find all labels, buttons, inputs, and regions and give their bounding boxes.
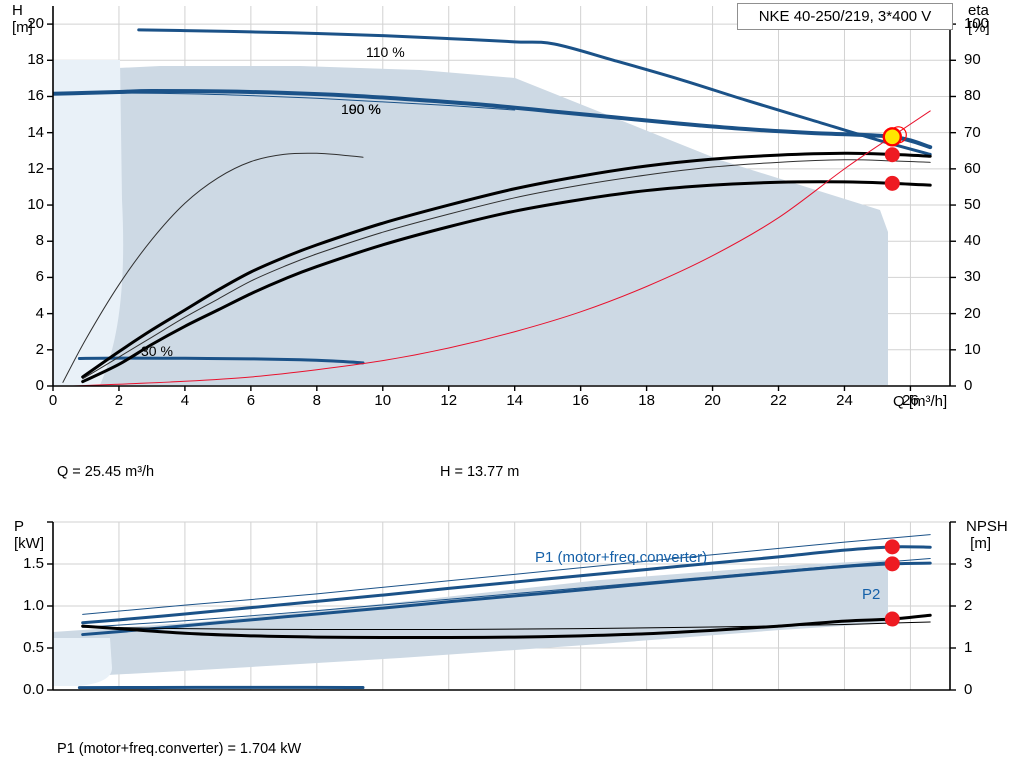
curve-h-100- bbox=[53, 89, 933, 150]
lower-marker-3[interactable] bbox=[884, 611, 900, 627]
curve-h-30- bbox=[77, 356, 365, 365]
pump-model-title-box: NKE 40-250/219, 3*400 V bbox=[737, 3, 953, 30]
lower-y-tick-0.5: 0.5 bbox=[23, 639, 44, 656]
upper-x-tick-24: 24 bbox=[836, 392, 853, 409]
lower-curve-npsh-thin bbox=[82, 621, 931, 631]
upper-curves-group bbox=[53, 28, 933, 386]
upper-x-tick-0: 0 bbox=[48, 392, 58, 409]
lower-y2-tick-1: 1 bbox=[964, 639, 973, 656]
upper-y2-tick-0: 0 bbox=[964, 377, 973, 394]
lower-curve-p1-motor-freq-converter- bbox=[81, 545, 932, 625]
upper-y2-tick-50: 50 bbox=[964, 196, 981, 214]
upper-y2-tick-80: 80 bbox=[964, 87, 981, 105]
upper-x-tick-14: 14 bbox=[506, 392, 524, 409]
lower-right-axis-title: NPSH [m] bbox=[966, 518, 1008, 552]
curve-eta-pump bbox=[81, 151, 932, 379]
upper-y2-tick-10: 10 bbox=[964, 340, 981, 358]
lower-y2-tick-3: 3 bbox=[964, 555, 973, 572]
upper-y-tick-14: 14 bbox=[27, 123, 44, 141]
pump-model-label: NKE 40-250/219, 3*400 V bbox=[758, 8, 932, 25]
upper-envelope bbox=[53, 60, 888, 385]
lower-curve-npsh bbox=[81, 613, 932, 640]
lower-markers-group bbox=[884, 539, 900, 627]
upper-axes bbox=[52, 6, 951, 387]
curve-label-90: 90 % bbox=[349, 101, 381, 117]
lower-marker-2[interactable] bbox=[884, 556, 900, 572]
upper-y-tick-10: 10 bbox=[27, 196, 44, 214]
upper-x-tick-20: 20 bbox=[704, 392, 721, 409]
upper-y2-tick-70: 70 bbox=[964, 123, 981, 141]
duty-info-left-line-1: Q = 25.45 m³/h bbox=[57, 464, 155, 480]
duty-info-right-line-1: H = 13.77 m bbox=[440, 464, 520, 480]
upper-y-tick-12: 12 bbox=[27, 159, 44, 177]
upper-y2-tick-100: 100 bbox=[964, 15, 990, 33]
lower-curve-p1-envelope-upper bbox=[82, 534, 931, 615]
upper-x-tick-26: 26 bbox=[902, 392, 919, 409]
power-info-line-1: P1 (motor+freq.converter) = 1.704 kW bbox=[57, 741, 302, 757]
lower-y-tick-1.5: 1.5 bbox=[23, 555, 44, 572]
lower-y-tick-0.0: 0.0 bbox=[23, 681, 44, 698]
upper-y-tick-0: 0 bbox=[35, 377, 44, 394]
upper-x-tick-10: 10 bbox=[374, 392, 392, 409]
upper-y2-tick-20: 20 bbox=[964, 304, 981, 322]
lower-marker-1[interactable] bbox=[884, 539, 900, 555]
lower-curve-p2 bbox=[81, 561, 932, 637]
upper-x-tick-6: 6 bbox=[246, 392, 256, 409]
upper-y-tick-16: 16 bbox=[27, 87, 44, 105]
lower-y2-tick-2: 2 bbox=[964, 597, 973, 614]
upper-y-tick-2: 2 bbox=[35, 340, 44, 358]
upper-y-tick-20: 20 bbox=[27, 15, 44, 33]
upper-x-tick-8: 8 bbox=[312, 392, 321, 409]
upper-y2-tick-40: 40 bbox=[964, 232, 981, 250]
lower-y-tick-1.0: 1.0 bbox=[23, 597, 44, 614]
lower-left-axis-title: P [kW] bbox=[14, 518, 44, 552]
upper-y-tick-6: 6 bbox=[35, 268, 44, 286]
curve-eta-thin-variant bbox=[82, 159, 931, 380]
curve-eta-30-branch bbox=[62, 152, 364, 383]
series-label-p1: P1 (motor+freq.converter) bbox=[535, 549, 708, 566]
series-label-p2: P2 bbox=[862, 586, 881, 603]
curve-eta-pump-motor-fc bbox=[81, 180, 932, 384]
upper-markers-group bbox=[882, 126, 907, 191]
upper-x-tick-4: 4 bbox=[180, 392, 190, 409]
upper-x-tick-2: 2 bbox=[114, 392, 124, 409]
upper-x-tick-22: 22 bbox=[770, 392, 787, 409]
upper-y2-tick-90: 90 bbox=[964, 51, 981, 69]
upper-y-tick-8: 8 bbox=[35, 232, 44, 250]
lower-ticks bbox=[47, 521, 956, 691]
upper-marker-1[interactable] bbox=[884, 147, 900, 163]
curve-npsh bbox=[72, 110, 931, 386]
power-npsh-chart bbox=[47, 521, 956, 691]
lower-curve-p2-thin bbox=[82, 558, 931, 628]
lower-y2-tick-0: 0 bbox=[964, 681, 973, 698]
upper-x-axis-title: Q [m³/h] bbox=[893, 393, 948, 410]
upper-y2-tick-60: 60 bbox=[964, 159, 981, 177]
upper-y-tick-4: 4 bbox=[35, 304, 44, 322]
curve-label-30: 30 % bbox=[141, 343, 173, 359]
upper-left-axis-title: H [m] bbox=[12, 2, 33, 36]
duty-point-marker[interactable] bbox=[882, 127, 902, 147]
upper-right-axis-title: eta [%] bbox=[968, 2, 990, 36]
head-efficiency-chart bbox=[47, 6, 956, 391]
upper-ticks bbox=[47, 23, 956, 391]
upper-x-tick-16: 16 bbox=[572, 392, 589, 409]
upper-y2-tick-30: 30 bbox=[964, 268, 981, 286]
curve-h-110- bbox=[137, 28, 932, 156]
curve-label-110: 110 % bbox=[366, 44, 405, 60]
upper-x-tick-12: 12 bbox=[440, 392, 458, 409]
curve-label-100: 100 % bbox=[341, 101, 381, 117]
upper-marker-2[interactable] bbox=[884, 175, 900, 191]
lower-curves-group bbox=[77, 534, 932, 690]
upper-x-tick-18: 18 bbox=[638, 392, 655, 409]
power-info-block: P1 (motor+freq.converter) = 1.704 kW P2 … bbox=[57, 701, 301, 781]
upper-y-tick-18: 18 bbox=[27, 51, 44, 69]
lower-envelope bbox=[53, 560, 888, 686]
curve-h-90- bbox=[53, 92, 516, 111]
